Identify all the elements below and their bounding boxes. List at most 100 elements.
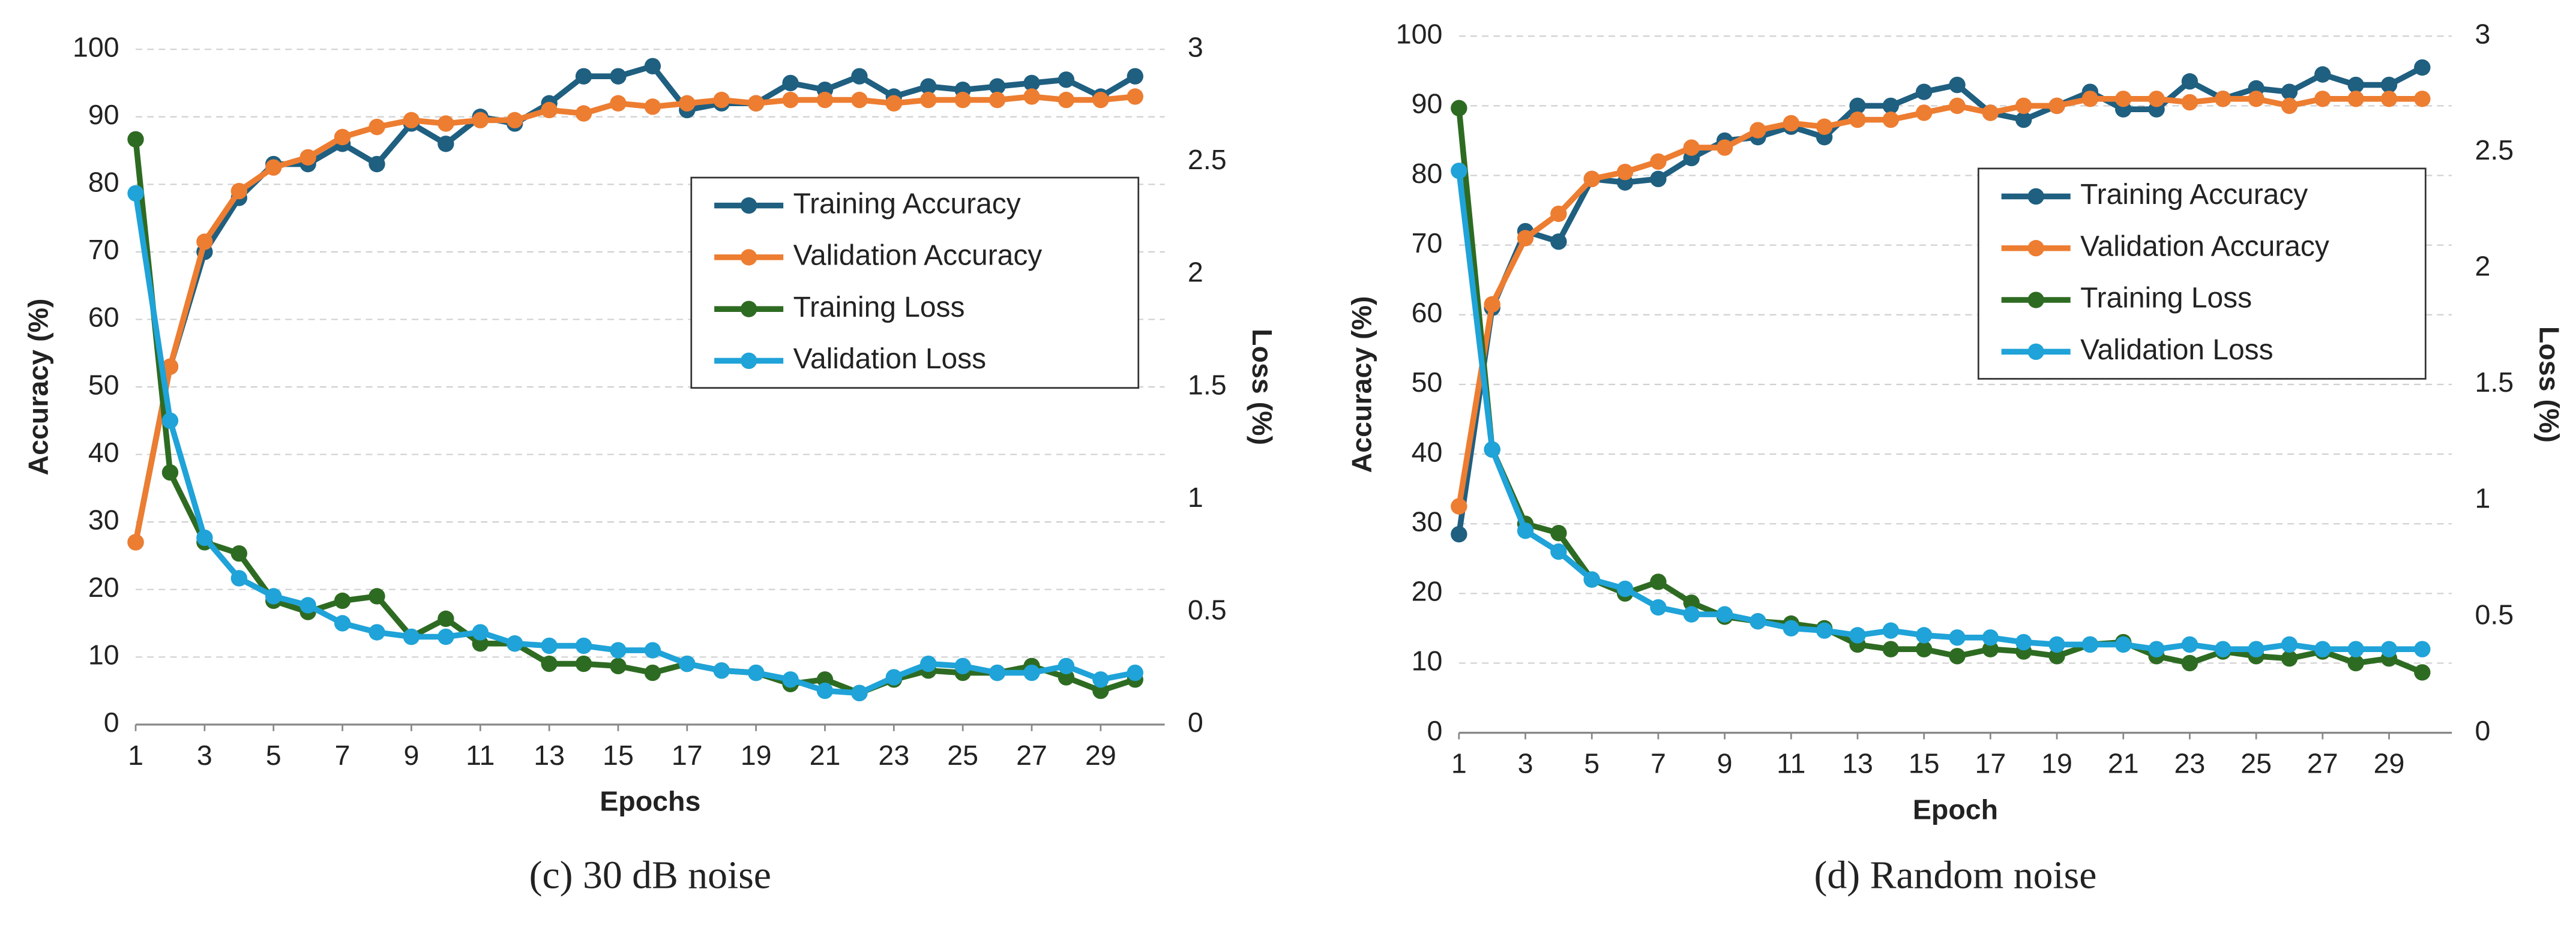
x-tick-label: 9: [1717, 748, 1733, 779]
data-point: [1882, 622, 1900, 639]
data-point: [1127, 88, 1143, 105]
data-point: [1716, 606, 1733, 623]
data-point: [920, 78, 937, 95]
data-point: [2115, 91, 2132, 107]
data-point: [1750, 122, 1766, 139]
data-point: [989, 78, 1006, 95]
legend-label: Training Loss: [2080, 283, 2252, 314]
x-tick-label: 29: [2374, 748, 2405, 779]
data-point: [1982, 104, 1999, 121]
data-point: [1451, 163, 1467, 179]
data-point: [1023, 88, 1040, 105]
x-tick-label: 3: [1518, 748, 1533, 779]
data-point: [1092, 671, 1109, 688]
data-point: [610, 68, 627, 85]
data-point: [2414, 59, 2431, 76]
y2-axis-label: Loss (%): [1247, 329, 1278, 445]
data-point: [2347, 641, 2364, 657]
y2-tick-label: 3: [2475, 19, 2490, 50]
data-point: [506, 635, 523, 652]
y-tick-label: 0: [1427, 715, 1443, 746]
x-tick-label: 29: [1085, 740, 1116, 771]
legend-label: Validation Accuracy: [793, 240, 1043, 272]
y-tick-label: 80: [88, 167, 119, 198]
legend-marker: [2027, 343, 2044, 360]
data-point: [1650, 599, 1667, 616]
data-point: [1849, 627, 1866, 644]
y-tick-label: 30: [88, 504, 119, 535]
data-point: [1023, 664, 1040, 681]
data-point: [1915, 83, 1933, 100]
data-point: [610, 642, 627, 659]
y2-tick-label: 0.5: [1188, 594, 1227, 626]
data-point: [2281, 650, 2298, 667]
data-point: [2015, 97, 2032, 115]
y2-tick-label: 2.5: [2475, 134, 2514, 166]
y-tick-label: 50: [1412, 367, 1443, 398]
x-tick-label: 13: [1842, 748, 1873, 779]
data-point: [2380, 91, 2398, 107]
data-point: [1058, 669, 1075, 686]
data-point: [679, 95, 696, 112]
data-point: [1816, 118, 1833, 135]
data-point: [1849, 111, 1866, 128]
data-point: [2048, 97, 2065, 115]
data-point: [1550, 524, 1567, 542]
x-tick-label: 1: [128, 740, 143, 771]
y-tick-label: 40: [1412, 436, 1443, 467]
data-point: [265, 159, 282, 176]
y-tick-label: 10: [1412, 645, 1443, 677]
data-point: [541, 637, 558, 654]
legend-label: Training Loss: [793, 292, 965, 323]
data-point: [644, 98, 661, 115]
data-point: [161, 464, 179, 481]
y2-tick-label: 1.5: [1188, 369, 1227, 400]
data-point: [472, 635, 489, 652]
data-point: [2248, 641, 2265, 657]
data-point: [2281, 83, 2298, 100]
legend-marker: [740, 301, 757, 317]
data-point: [954, 657, 971, 674]
data-point: [196, 233, 213, 250]
y2-tick-label: 3: [1188, 31, 1203, 62]
x-tick-label: 23: [878, 740, 909, 771]
data-point: [2048, 636, 2065, 653]
data-point: [127, 131, 144, 148]
data-point: [1484, 441, 1500, 458]
data-point: [816, 91, 834, 109]
x-tick-label: 13: [534, 740, 565, 771]
y2-tick-label: 1.5: [2475, 367, 2514, 398]
legend-label: Training Accuracy: [793, 188, 1021, 220]
legend-marker: [2027, 292, 2044, 308]
data-point: [2148, 91, 2165, 107]
data-point: [1092, 682, 1109, 699]
data-point: [610, 95, 627, 112]
y2-tick-label: 0: [2475, 715, 2490, 746]
legend-label: Validation Loss: [2080, 334, 2273, 366]
y-axis-label: Accuracy (%): [22, 299, 53, 476]
data-point: [885, 95, 903, 112]
y2-tick-label: 0: [1188, 707, 1203, 738]
data-point: [2281, 97, 2298, 115]
data-point: [1949, 648, 1966, 665]
legend-marker: [740, 352, 757, 370]
data-point: [2081, 91, 2099, 107]
data-point: [369, 118, 385, 136]
y2-tick-label: 1: [1188, 482, 1203, 513]
data-point: [2181, 73, 2198, 90]
data-point: [2414, 91, 2431, 107]
data-point: [679, 655, 696, 672]
data-point: [575, 68, 592, 85]
y-tick-label: 0: [104, 707, 119, 738]
data-point: [403, 112, 420, 129]
data-point: [713, 662, 730, 679]
caption: (c) 30 dB noise: [529, 853, 771, 897]
data-point: [2015, 111, 2032, 128]
data-point: [713, 91, 730, 109]
data-point: [1949, 97, 1966, 115]
data-point: [1058, 657, 1075, 674]
legend-box: [1977, 167, 2427, 380]
